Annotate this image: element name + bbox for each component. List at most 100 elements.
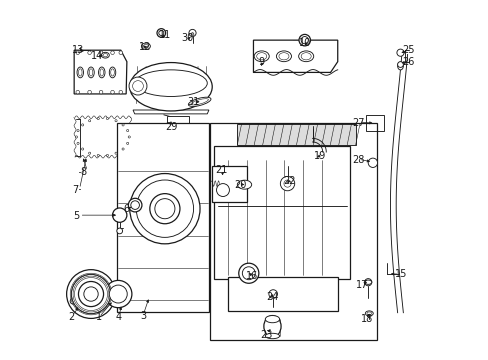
Text: 25: 25 — [402, 45, 414, 55]
Circle shape — [119, 51, 122, 54]
Circle shape — [268, 290, 277, 298]
Text: 30: 30 — [182, 33, 194, 43]
Circle shape — [88, 120, 91, 122]
Bar — [214, 146, 349, 279]
Ellipse shape — [264, 316, 281, 337]
Circle shape — [110, 51, 114, 54]
Ellipse shape — [101, 52, 109, 58]
Text: 22: 22 — [283, 176, 295, 186]
Circle shape — [88, 51, 91, 54]
Circle shape — [115, 120, 117, 122]
Circle shape — [97, 154, 99, 157]
Ellipse shape — [100, 69, 103, 76]
Ellipse shape — [397, 62, 403, 70]
Circle shape — [76, 90, 80, 94]
Circle shape — [242, 267, 255, 280]
Text: 16: 16 — [246, 271, 258, 281]
Text: 7: 7 — [72, 185, 78, 195]
Circle shape — [149, 194, 180, 224]
Text: 14: 14 — [91, 51, 103, 61]
Text: 29: 29 — [164, 122, 177, 132]
Circle shape — [109, 285, 127, 303]
Circle shape — [77, 130, 79, 132]
Ellipse shape — [301, 53, 310, 60]
Bar — [366, 116, 384, 131]
Circle shape — [117, 228, 122, 234]
Circle shape — [99, 51, 102, 54]
Circle shape — [88, 90, 91, 94]
Circle shape — [75, 136, 78, 138]
Circle shape — [155, 199, 175, 219]
Ellipse shape — [129, 63, 212, 111]
Circle shape — [284, 180, 290, 187]
Text: 2: 2 — [68, 312, 75, 322]
Ellipse shape — [110, 69, 114, 76]
Ellipse shape — [254, 51, 269, 62]
Ellipse shape — [141, 43, 150, 49]
Ellipse shape — [265, 316, 279, 323]
Text: 24: 24 — [266, 292, 278, 302]
Circle shape — [76, 51, 80, 54]
Ellipse shape — [276, 51, 291, 62]
Text: 9: 9 — [258, 57, 264, 67]
Circle shape — [115, 152, 117, 154]
Text: 6: 6 — [123, 204, 129, 215]
Ellipse shape — [265, 333, 279, 339]
Ellipse shape — [131, 201, 139, 210]
Circle shape — [71, 274, 110, 314]
Text: 5: 5 — [73, 211, 80, 221]
Ellipse shape — [89, 69, 93, 76]
Circle shape — [238, 263, 258, 283]
Text: 17: 17 — [355, 280, 367, 290]
Circle shape — [159, 31, 163, 36]
Bar — [228, 277, 337, 311]
Ellipse shape — [364, 280, 371, 284]
Text: 12: 12 — [138, 42, 151, 52]
Bar — [210, 123, 376, 339]
Text: 3: 3 — [140, 311, 146, 320]
Circle shape — [112, 208, 126, 222]
Circle shape — [81, 124, 83, 126]
Ellipse shape — [109, 67, 116, 78]
Circle shape — [88, 152, 91, 154]
Circle shape — [397, 62, 403, 67]
Ellipse shape — [134, 70, 207, 96]
Circle shape — [106, 117, 108, 120]
Text: 23: 23 — [260, 330, 272, 340]
Circle shape — [106, 154, 108, 157]
Circle shape — [81, 148, 83, 150]
Polygon shape — [253, 40, 337, 72]
Polygon shape — [74, 50, 126, 94]
Circle shape — [122, 124, 124, 126]
Text: 31: 31 — [187, 97, 199, 107]
Ellipse shape — [278, 53, 288, 60]
Bar — [167, 116, 188, 125]
Text: 28: 28 — [352, 155, 364, 165]
Polygon shape — [133, 110, 208, 114]
Ellipse shape — [191, 33, 194, 37]
Circle shape — [364, 279, 371, 286]
Text: 8: 8 — [81, 167, 87, 177]
Circle shape — [110, 90, 114, 94]
Ellipse shape — [88, 67, 94, 78]
Ellipse shape — [103, 54, 107, 57]
Circle shape — [396, 49, 403, 56]
Text: 20: 20 — [234, 180, 246, 190]
Circle shape — [119, 90, 122, 94]
Circle shape — [97, 117, 99, 120]
Polygon shape — [117, 123, 208, 312]
Text: 27: 27 — [351, 118, 364, 128]
Circle shape — [70, 298, 76, 304]
Text: 19: 19 — [314, 150, 326, 161]
Ellipse shape — [99, 67, 105, 78]
Circle shape — [122, 148, 124, 150]
Ellipse shape — [191, 99, 208, 105]
Circle shape — [78, 282, 103, 307]
Text: 11: 11 — [159, 30, 171, 40]
Text: 21: 21 — [215, 165, 227, 175]
Text: 18: 18 — [360, 314, 372, 324]
Ellipse shape — [256, 53, 266, 60]
Text: 10: 10 — [298, 38, 310, 48]
Circle shape — [136, 180, 193, 237]
Circle shape — [126, 142, 128, 144]
